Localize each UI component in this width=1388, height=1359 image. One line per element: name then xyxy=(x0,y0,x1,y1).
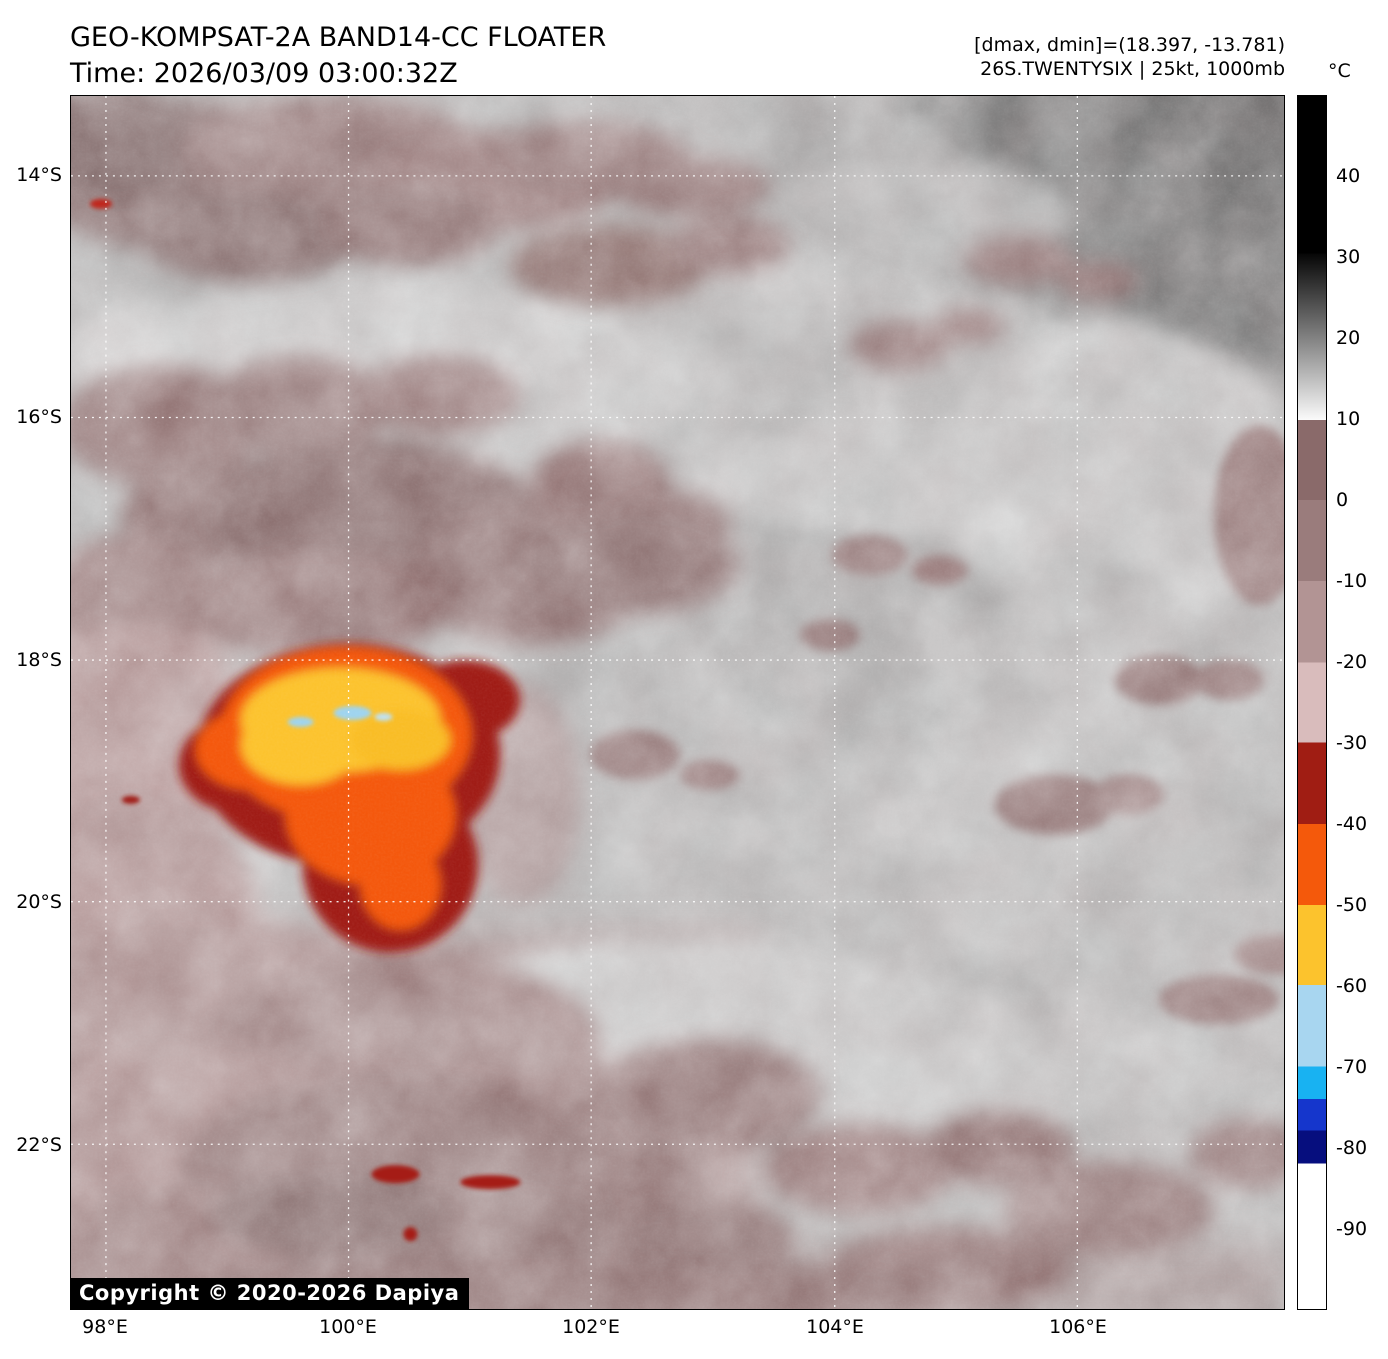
red-speck-layer xyxy=(89,198,521,1242)
lat-tick-label: 14°S xyxy=(16,164,62,186)
lat-tick-label: 16°S xyxy=(16,406,62,428)
lon-tick-label: 100°E xyxy=(319,1316,377,1338)
colorbar-tick-label: 40 xyxy=(1336,165,1361,187)
satellite-map: Copyright © 2020-2026 Dapiya xyxy=(70,95,1285,1310)
lat-tick-label: 22°S xyxy=(16,1134,62,1156)
lon-tick-label: 104°E xyxy=(806,1316,864,1338)
colorbar-tick-label: -60 xyxy=(1336,975,1368,997)
colorbar-unit-label: °C xyxy=(1328,60,1351,82)
colorbar-tick-label: -90 xyxy=(1336,1218,1368,1240)
colorbar-tick-label: -50 xyxy=(1336,894,1368,916)
colorbar-tick-label: -70 xyxy=(1336,1056,1368,1078)
lon-tick-label: 102°E xyxy=(562,1316,620,1338)
lat-tick-label: 20°S xyxy=(16,891,62,913)
lon-tick-label: 98°E xyxy=(82,1316,128,1338)
colorbar-tick-label: -10 xyxy=(1336,570,1368,592)
colorbar xyxy=(1297,95,1327,1310)
header-right: [dmax, dmin]=(18.397, -13.781) 26S.TWENT… xyxy=(974,33,1285,81)
header-left: GEO-KOMPSAT-2A BAND14-CC FLOATER Time: 2… xyxy=(70,20,606,92)
colorbar-tick-label: 30 xyxy=(1336,246,1361,268)
image-grain xyxy=(71,96,1284,1309)
colorbar-tick-label: 10 xyxy=(1336,408,1361,430)
timestamp: Time: 2026/03/09 03:00:32Z xyxy=(70,58,458,89)
lat-tick-label: 18°S xyxy=(16,649,62,671)
copyright-label: Copyright © 2020-2026 Dapiya xyxy=(71,1278,470,1309)
colorbar-tick-label: -20 xyxy=(1336,651,1368,673)
colorbar-tick-label: -40 xyxy=(1336,813,1368,835)
colorbar-tick-label: -80 xyxy=(1336,1137,1368,1159)
satellite-image xyxy=(71,96,1284,1309)
storm-info-label: 26S.TWENTYSIX | 25kt, 1000mb xyxy=(980,58,1285,80)
colorbar-tick-label: -30 xyxy=(1336,732,1368,754)
colorbar-gradient xyxy=(1298,96,1326,1309)
lon-tick-label: 106°E xyxy=(1049,1316,1107,1338)
product-title: GEO-KOMPSAT-2A BAND14-CC FLOATER xyxy=(70,22,607,53)
dmax-dmin-label: [dmax, dmin]=(18.397, -13.781) xyxy=(974,34,1285,56)
colorbar-tick-label: 0 xyxy=(1336,489,1349,511)
colorbar-tick-label: 20 xyxy=(1336,327,1361,349)
